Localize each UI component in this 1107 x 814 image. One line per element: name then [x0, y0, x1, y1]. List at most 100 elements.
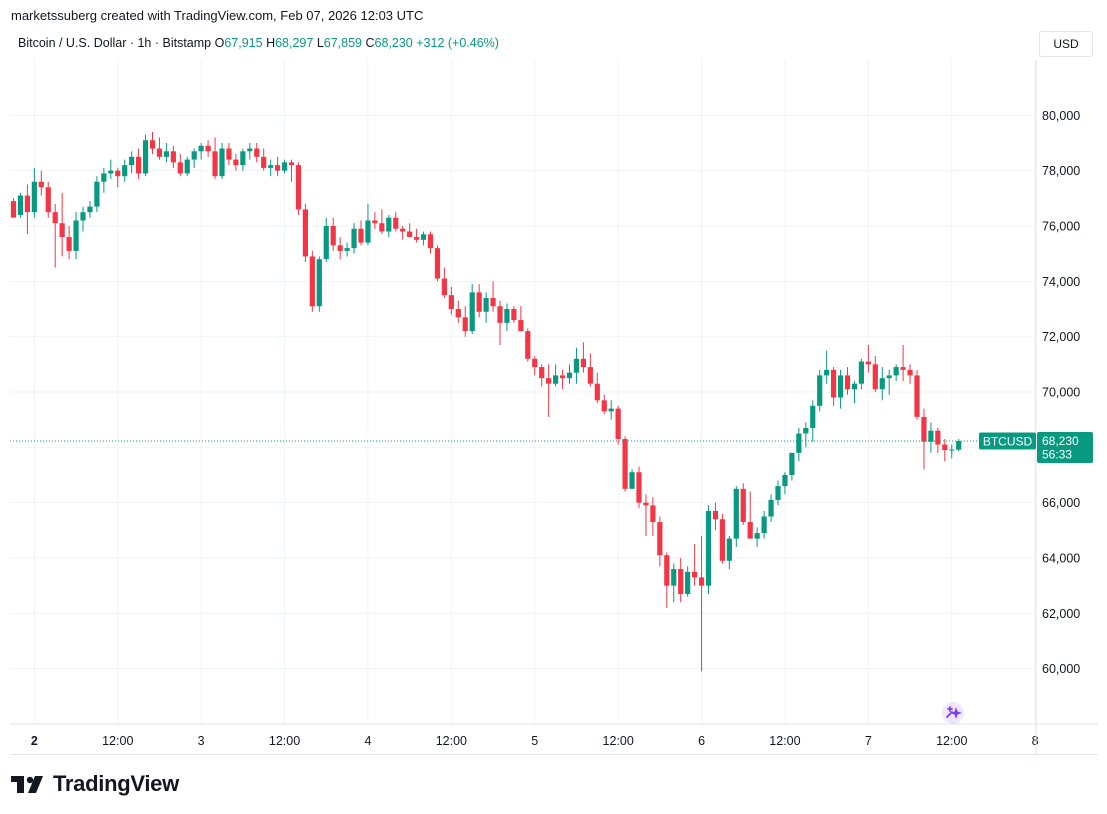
- candle[interactable]: [733, 486, 739, 547]
- candle[interactable]: [886, 369, 892, 395]
- candle[interactable]: [261, 148, 267, 171]
- candle[interactable]: [803, 422, 809, 448]
- candle[interactable]: [448, 286, 454, 315]
- candle[interactable]: [559, 369, 566, 390]
- candle[interactable]: [10, 198, 17, 218]
- candle[interactable]: [414, 228, 420, 243]
- candle[interactable]: [275, 156, 281, 177]
- candle[interactable]: [810, 400, 816, 442]
- candle[interactable]: [142, 134, 149, 177]
- candle[interactable]: [198, 143, 204, 160]
- candle[interactable]: [24, 184, 30, 235]
- candle[interactable]: [365, 203, 371, 246]
- candle[interactable]: [163, 143, 169, 163]
- candle[interactable]: [594, 372, 600, 404]
- candle[interactable]: [837, 369, 844, 409]
- candle[interactable]: [393, 212, 399, 232]
- candle[interactable]: [831, 367, 837, 406]
- candle[interactable]: [712, 502, 719, 531]
- candle[interactable]: [858, 358, 864, 390]
- candle[interactable]: [817, 369, 823, 412]
- candle[interactable]: [407, 223, 413, 238]
- candle[interactable]: [379, 209, 385, 235]
- candle[interactable]: [434, 245, 441, 282]
- candle[interactable]: [483, 292, 489, 323]
- candle[interactable]: [949, 444, 955, 459]
- candle[interactable]: [497, 300, 503, 345]
- candle[interactable]: [108, 159, 114, 179]
- candle[interactable]: [789, 452, 795, 481]
- candle[interactable]: [580, 342, 586, 373]
- candle[interactable]: [671, 563, 677, 603]
- candle[interactable]: [177, 154, 183, 177]
- candle[interactable]: [532, 356, 538, 376]
- candle[interactable]: [351, 223, 357, 254]
- candle[interactable]: [115, 167, 121, 188]
- candle[interactable]: [504, 303, 510, 332]
- candle[interactable]: [685, 566, 691, 597]
- candle[interactable]: [309, 250, 315, 312]
- candle[interactable]: [761, 510, 767, 539]
- candle[interactable]: [539, 364, 545, 387]
- candle[interactable]: [914, 369, 920, 420]
- candle[interactable]: [323, 217, 329, 262]
- candle[interactable]: [219, 143, 225, 179]
- candle[interactable]: [698, 535, 705, 672]
- candle[interactable]: [573, 347, 580, 384]
- candle[interactable]: [87, 201, 93, 218]
- candle[interactable]: [80, 206, 86, 232]
- candle[interactable]: [101, 167, 107, 193]
- candle[interactable]: [782, 472, 788, 495]
- candle[interactable]: [31, 167, 37, 218]
- candle[interactable]: [879, 367, 885, 401]
- candle[interactable]: [316, 256, 322, 312]
- candle[interactable]: [400, 226, 406, 240]
- candle[interactable]: [455, 300, 461, 323]
- candle[interactable]: [928, 422, 934, 453]
- candle[interactable]: [629, 469, 635, 489]
- candle[interactable]: [233, 154, 239, 171]
- candle[interactable]: [66, 226, 72, 260]
- candle[interactable]: [358, 220, 364, 246]
- candle[interactable]: [420, 231, 427, 246]
- candle[interactable]: [129, 151, 135, 174]
- sparkle-icon[interactable]: [942, 702, 964, 724]
- candle[interactable]: [149, 131, 156, 155]
- candle[interactable]: [615, 405, 621, 445]
- candle[interactable]: [386, 214, 392, 238]
- candle[interactable]: [73, 212, 79, 260]
- candle[interactable]: [747, 491, 753, 539]
- candle[interactable]: [650, 497, 656, 536]
- candle[interactable]: [122, 159, 128, 182]
- candle[interactable]: [796, 427, 802, 462]
- candle[interactable]: [268, 159, 274, 177]
- candle[interactable]: [754, 527, 760, 547]
- candle[interactable]: [281, 159, 288, 174]
- candle[interactable]: [254, 143, 260, 163]
- candle[interactable]: [330, 217, 336, 251]
- candle[interactable]: [462, 306, 468, 337]
- candle[interactable]: [692, 544, 698, 586]
- candle[interactable]: [719, 513, 725, 564]
- candle[interactable]: [851, 380, 858, 404]
- candle[interactable]: [705, 505, 712, 594]
- candle[interactable]: [872, 356, 878, 392]
- candle[interactable]: [344, 242, 350, 257]
- candle[interactable]: [156, 137, 163, 160]
- price-chart[interactable]: 60,00062,00064,00066,00068,00070,00072,0…: [10, 60, 1098, 754]
- candle[interactable]: [942, 439, 948, 462]
- candle[interactable]: [490, 281, 496, 312]
- candle[interactable]: [59, 192, 65, 257]
- candle[interactable]: [935, 427, 941, 453]
- candle[interactable]: [240, 148, 246, 171]
- candle[interactable]: [740, 483, 746, 525]
- candle[interactable]: [775, 480, 781, 506]
- candle[interactable]: [476, 284, 482, 318]
- currency-button[interactable]: USD: [1039, 31, 1093, 57]
- candle[interactable]: [94, 176, 100, 213]
- candle[interactable]: [337, 237, 343, 260]
- candle[interactable]: [768, 494, 774, 523]
- candle[interactable]: [553, 364, 559, 387]
- symbol-title[interactable]: Bitcoin / U.S. Dollar · 1h · Bitstamp: [18, 36, 212, 50]
- candle[interactable]: [191, 148, 197, 168]
